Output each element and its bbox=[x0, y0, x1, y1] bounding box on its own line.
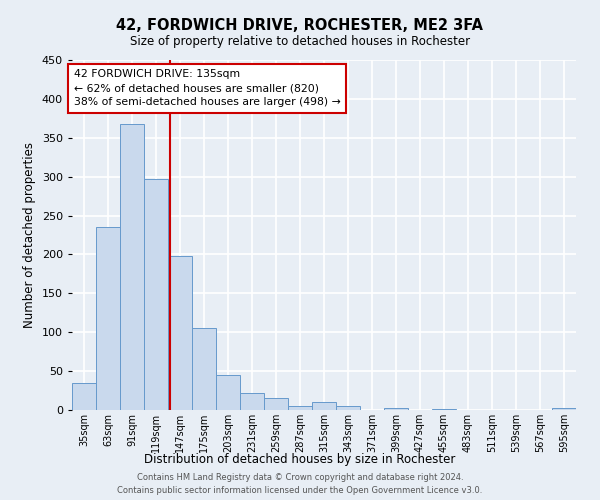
Bar bbox=[120, 124, 144, 410]
Bar bbox=[72, 383, 96, 410]
Text: 42 FORDWICH DRIVE: 135sqm
← 62% of detached houses are smaller (820)
38% of semi: 42 FORDWICH DRIVE: 135sqm ← 62% of detac… bbox=[74, 70, 340, 108]
Bar bbox=[144, 179, 168, 410]
Bar bbox=[288, 406, 312, 410]
Bar bbox=[192, 328, 216, 410]
Bar bbox=[168, 256, 192, 410]
Bar bbox=[96, 227, 120, 410]
Bar bbox=[384, 408, 408, 410]
Bar bbox=[336, 406, 360, 410]
Bar bbox=[240, 393, 264, 410]
Text: Contains HM Land Registry data © Crown copyright and database right 2024.: Contains HM Land Registry data © Crown c… bbox=[137, 472, 463, 482]
Text: Size of property relative to detached houses in Rochester: Size of property relative to detached ho… bbox=[130, 35, 470, 48]
Text: Contains public sector information licensed under the Open Government Licence v3: Contains public sector information licen… bbox=[118, 486, 482, 495]
Bar bbox=[552, 408, 576, 410]
Bar bbox=[216, 375, 240, 410]
Bar bbox=[312, 402, 336, 410]
Text: Distribution of detached houses by size in Rochester: Distribution of detached houses by size … bbox=[145, 452, 455, 466]
Bar bbox=[264, 398, 288, 410]
Bar bbox=[432, 409, 456, 410]
Text: 42, FORDWICH DRIVE, ROCHESTER, ME2 3FA: 42, FORDWICH DRIVE, ROCHESTER, ME2 3FA bbox=[116, 18, 484, 32]
Y-axis label: Number of detached properties: Number of detached properties bbox=[23, 142, 36, 328]
